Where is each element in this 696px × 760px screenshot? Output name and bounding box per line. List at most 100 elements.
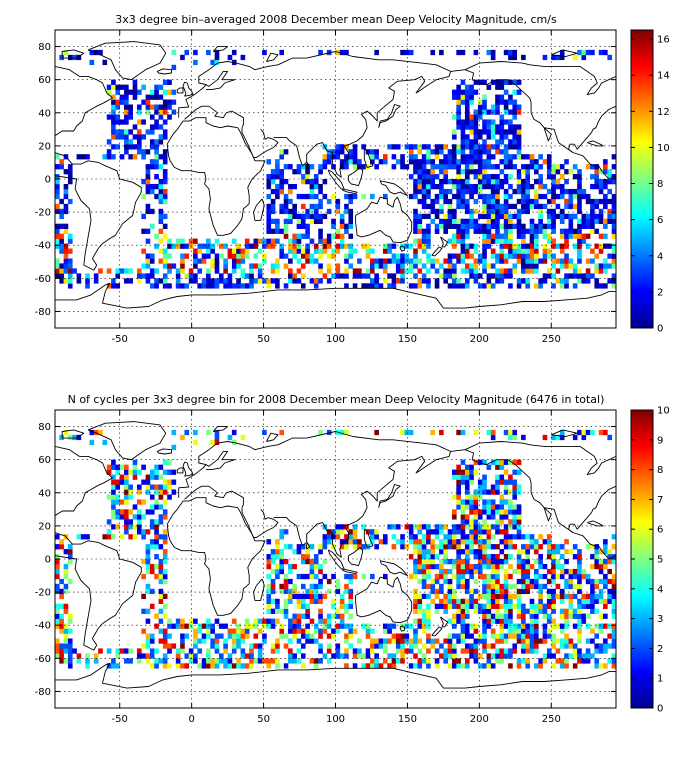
bin-cell [244, 238, 250, 244]
bin-cell [167, 459, 172, 465]
bin-cell [559, 638, 565, 644]
bin-cell [111, 504, 116, 510]
bin-cell [452, 193, 457, 200]
bin-cell [344, 524, 349, 530]
bin-cell [456, 233, 461, 239]
bin-cell [447, 149, 453, 155]
bin-cell [426, 268, 431, 274]
bin-cell [577, 623, 582, 629]
bin-cell [503, 243, 509, 249]
bin-cell [136, 149, 142, 155]
bin-cell [421, 193, 427, 200]
bin-cell [391, 283, 397, 289]
bin-cell [516, 529, 522, 535]
bin-cell [309, 583, 315, 590]
bin-cell [473, 643, 479, 649]
bin-cell [231, 648, 237, 654]
bin-cell [521, 613, 526, 619]
bin-cell [162, 278, 168, 284]
bin-cell [262, 278, 267, 284]
bin-cell [426, 233, 431, 239]
bin-cell [270, 208, 276, 215]
bin-cell [590, 578, 595, 585]
bin-cell [452, 598, 457, 604]
bin-cell [598, 549, 604, 555]
bin-cell [223, 258, 228, 264]
bin-cell [490, 534, 496, 540]
bin-cell [495, 233, 500, 239]
bin-cell [503, 154, 509, 160]
bin-cell [495, 144, 500, 150]
bin-cell [162, 159, 168, 165]
bin-cell [154, 149, 159, 155]
bin-cell [577, 238, 582, 244]
bin-cell [464, 578, 470, 585]
bin-cell [564, 593, 569, 600]
bin-cell [443, 278, 448, 284]
bin-cell [447, 159, 453, 165]
bin-cell [477, 484, 483, 490]
bin-cell [63, 228, 69, 234]
bin-cell [270, 618, 276, 624]
bin-cell [55, 638, 60, 644]
bin-cell [67, 663, 73, 669]
bin-cell [313, 283, 319, 289]
bin-cell [503, 573, 509, 580]
bin-cell [249, 648, 254, 654]
bin-cell [197, 248, 203, 254]
bin-cell [473, 188, 479, 195]
bin-cell [456, 179, 461, 185]
bin-cell [244, 663, 250, 669]
bin-cell [421, 593, 427, 600]
colorbar-tick-label: 2 [657, 644, 663, 655]
bin-cell [572, 203, 578, 210]
bin-cell [309, 208, 315, 215]
bin-cell [63, 243, 69, 249]
bin-cell [477, 494, 483, 500]
bin-cell [434, 174, 440, 180]
bin-cell [564, 169, 569, 175]
bin-cell [275, 544, 280, 550]
bin-cell [426, 258, 431, 264]
bin-cell [430, 258, 436, 264]
bin-cell [348, 233, 354, 239]
bin-cell [236, 263, 241, 269]
bin-cell [149, 504, 155, 510]
bin-cell [404, 253, 410, 259]
bin-cell [607, 169, 612, 175]
coastline [399, 625, 405, 632]
bin-cell [361, 144, 367, 150]
bin-cell [283, 559, 289, 565]
bin-cell [374, 283, 379, 289]
bin-cell [149, 124, 155, 130]
bin-cell [55, 563, 60, 570]
bin-cell [590, 213, 595, 220]
bin-cell [145, 618, 151, 624]
bin-cell [495, 529, 500, 535]
bin-cell [167, 243, 172, 249]
bin-cell [326, 588, 332, 595]
bin-cell [283, 149, 289, 155]
bin-cell [551, 663, 556, 669]
bin-cell [452, 233, 457, 239]
bin-cell [495, 228, 500, 234]
bin-cell [318, 268, 323, 274]
bin-cell [607, 588, 612, 595]
bin-cell [585, 193, 591, 200]
bin-cell [611, 218, 616, 224]
bin-cell [115, 119, 121, 125]
bin-cell [499, 603, 505, 609]
bin-cell [521, 54, 526, 61]
bin-cell [67, 628, 73, 634]
bin-cell [162, 213, 168, 220]
bin-cell [59, 544, 64, 550]
bin-cell [495, 179, 500, 185]
bin-cell [611, 258, 616, 264]
bin-cell [490, 213, 496, 220]
bin-cell [331, 613, 336, 619]
bin-cell [473, 139, 479, 145]
bin-cell [283, 179, 289, 185]
bin-cell [266, 573, 272, 580]
bin-cell [305, 544, 310, 550]
bin-cell [443, 268, 448, 274]
